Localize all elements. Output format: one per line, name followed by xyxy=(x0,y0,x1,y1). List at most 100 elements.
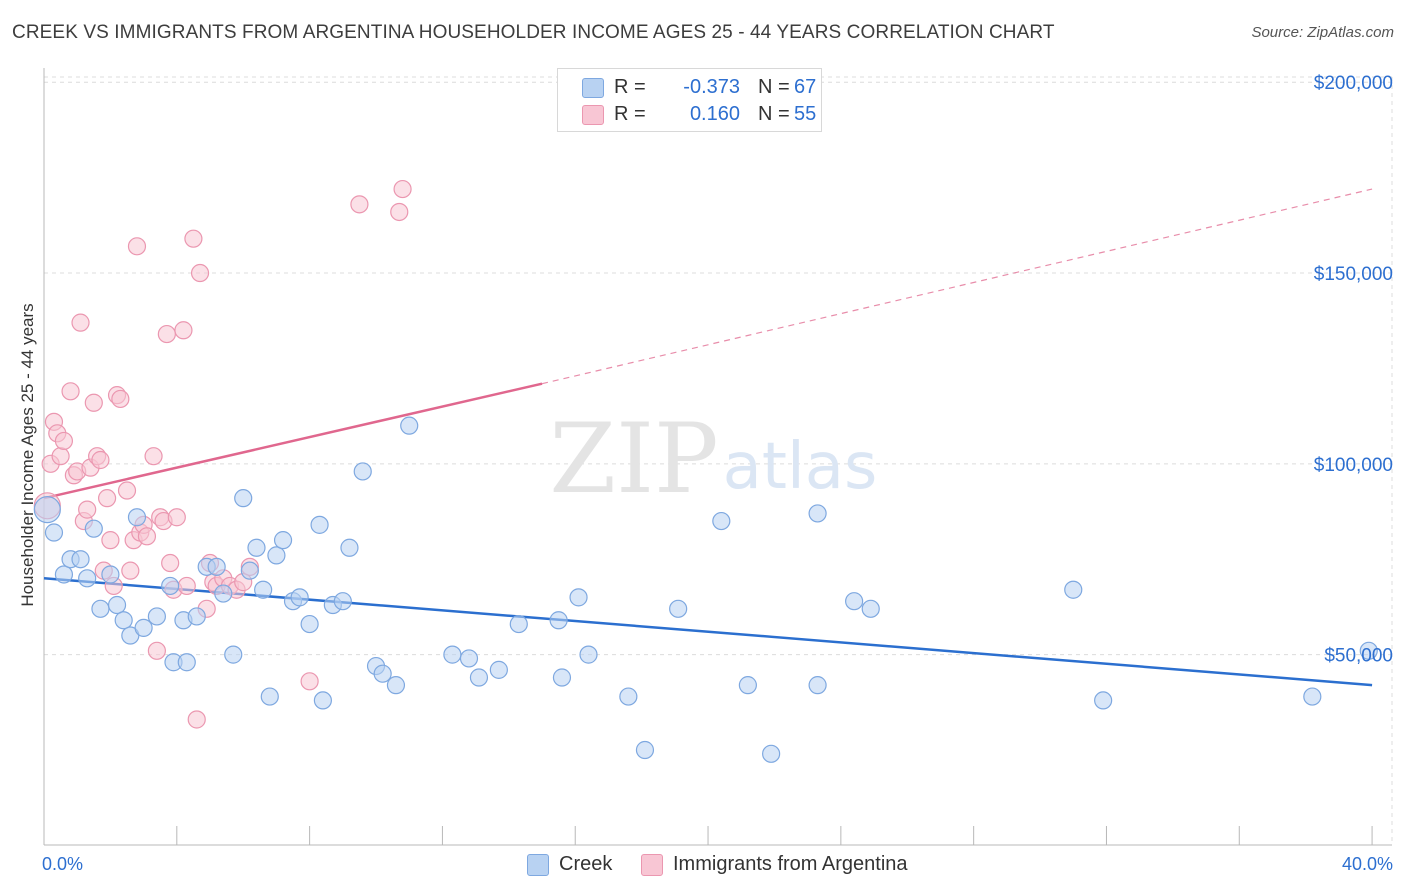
creek-point xyxy=(808,676,827,695)
argentina-point xyxy=(117,481,137,500)
creek-point xyxy=(340,538,359,557)
creek-point xyxy=(84,519,103,538)
creek-point xyxy=(738,676,757,695)
creek-point xyxy=(579,645,598,664)
creek-point xyxy=(247,538,266,557)
watermark-zip: ZIP xyxy=(549,403,718,515)
creek-point xyxy=(386,676,406,695)
creek-point xyxy=(44,523,64,542)
argentina-trend-extension xyxy=(541,188,1373,385)
axes xyxy=(43,68,1392,846)
tick-labels: $50,000 $100,000 $150,000 $200,000 0.0% 40.0% xyxy=(42,73,1393,874)
creek-point xyxy=(443,645,462,664)
legend-r-label: R = xyxy=(614,76,646,98)
creek-point xyxy=(127,508,147,527)
creek-point xyxy=(207,557,226,576)
argentina-point xyxy=(78,500,97,519)
y-axis-label: Householder Income Ages 25 - 44 years xyxy=(18,303,37,606)
argentina-point xyxy=(111,389,130,409)
creek-point xyxy=(635,740,655,760)
creek-point xyxy=(177,653,196,672)
argentina-point xyxy=(184,229,203,248)
series-swatch-argentina xyxy=(641,854,663,876)
creek-point xyxy=(101,565,120,584)
argentina-point xyxy=(137,527,157,546)
creek-point xyxy=(161,576,180,596)
argentina-point xyxy=(144,447,163,466)
legend-n-label: N = xyxy=(758,103,790,125)
creek-point xyxy=(260,687,279,706)
creek-point xyxy=(273,531,293,550)
argentina-point xyxy=(71,313,90,332)
argentina-trend-line xyxy=(43,382,543,500)
creek-point xyxy=(845,592,864,611)
creek-point xyxy=(107,595,127,615)
creek-point xyxy=(214,584,233,603)
creek-point xyxy=(762,744,781,763)
creek-point xyxy=(300,614,319,634)
argentina-point xyxy=(300,672,319,691)
creek-point xyxy=(54,565,74,584)
creek-point xyxy=(619,687,638,706)
legend-n-value: 55 xyxy=(794,103,817,125)
argentina-point xyxy=(167,508,186,527)
creek-point xyxy=(1359,641,1378,660)
creek-point xyxy=(187,607,206,626)
creek-point xyxy=(78,569,97,588)
legend-swatch-argentina xyxy=(582,105,604,125)
series-legend-label: Creek xyxy=(559,853,613,875)
argentina-point xyxy=(54,431,74,451)
creek-point xyxy=(333,592,352,611)
watermark-atlas: atlas xyxy=(723,430,878,504)
y-tick-label: $50,000 xyxy=(1324,646,1393,667)
legend-r-value: -0.373 xyxy=(683,76,740,98)
argentina-point xyxy=(161,553,180,573)
creek-point xyxy=(267,546,286,565)
argentina-point xyxy=(177,576,196,596)
creek-point xyxy=(1064,580,1083,599)
legend-n-value: 67 xyxy=(794,76,817,98)
y-tick-label: $100,000 xyxy=(1314,455,1393,476)
creek-point xyxy=(240,561,259,580)
argentina-point xyxy=(97,489,117,508)
creek-point xyxy=(71,550,90,569)
series-swatch-creek xyxy=(527,854,549,876)
argentina-point xyxy=(51,447,70,466)
argentina-point xyxy=(127,237,147,256)
creek-point xyxy=(147,607,166,626)
argentina-point xyxy=(393,179,412,199)
argentina-point xyxy=(157,324,176,344)
argentina-point xyxy=(121,561,140,580)
series-legend-label: Immigrants from Argentina xyxy=(673,853,908,875)
creek-point xyxy=(509,614,528,634)
creek-point xyxy=(400,416,419,435)
creek-point xyxy=(552,668,572,687)
legend-swatch-creek xyxy=(582,78,604,98)
argentina-point xyxy=(147,641,166,660)
creek-point xyxy=(1303,687,1322,706)
creek-point xyxy=(234,489,253,508)
creek-point xyxy=(373,664,392,683)
argentina-point xyxy=(190,263,210,283)
argentina-point xyxy=(101,531,120,550)
creek-point xyxy=(310,515,329,534)
chart-title: CREEK VS IMMIGRANTS FROM ARGENTINA HOUSE… xyxy=(12,22,1055,43)
creek-point xyxy=(114,611,133,630)
creek-point xyxy=(712,511,731,531)
creek-point xyxy=(861,599,880,618)
creek-point xyxy=(353,462,372,481)
x-tick-label: 0.0% xyxy=(42,854,83,874)
gridlines xyxy=(44,76,1393,845)
series-legend: Creek Immigrants from Argentina xyxy=(0,852,1406,878)
y-tick-label: $200,000 xyxy=(1314,73,1393,94)
argentina-point xyxy=(91,450,110,470)
creek-point xyxy=(1094,691,1113,710)
creek-point xyxy=(33,496,61,524)
x-tick-label: 40.0% xyxy=(1342,854,1393,874)
data-points xyxy=(33,179,1378,763)
legend-n-label: N = xyxy=(758,76,790,98)
chart-source: Source: ZipAtlas.com xyxy=(1251,24,1394,41)
creek-point xyxy=(313,691,332,710)
creek-point xyxy=(669,599,688,618)
